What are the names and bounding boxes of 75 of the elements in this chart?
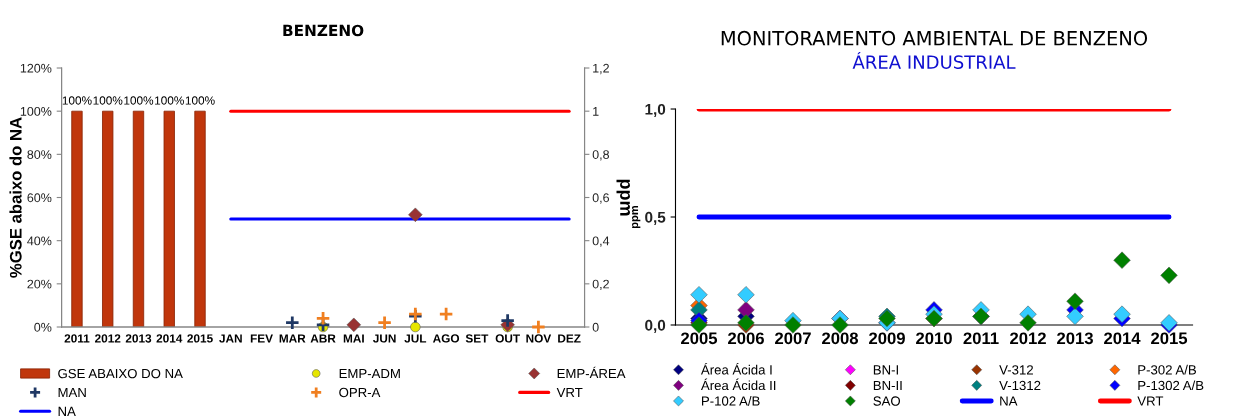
x-tick-label: NOV (526, 334, 552, 343)
y-tick-label: 0,5 (645, 211, 666, 225)
legend-label: VRT (556, 387, 583, 397)
legend-label: BN-I (873, 365, 898, 375)
x-tick-label: 2006 (728, 332, 764, 345)
legend-label: P-102 A/B (702, 396, 760, 406)
x-tick-label: 2014 (156, 334, 183, 343)
y2-tick-label: 0,6 (592, 193, 610, 204)
y2-tick-label: 0 (592, 322, 599, 332)
y-tick-label: 120% (20, 63, 52, 73)
data-label: 100% (124, 96, 154, 105)
x-tick-label: AGO (432, 334, 460, 343)
y-tick-label: 40% (27, 236, 52, 246)
x-tick-label: DEZ (558, 334, 581, 343)
legend-label: Área Ácida II (700, 378, 776, 391)
y-tick-label: 80% (27, 150, 52, 159)
y-tick-label: 1,0 (645, 103, 666, 117)
x-tick-label: 2011 (963, 332, 999, 345)
chart-title: MONITORAMENTO AMBIENTAL DE BENZENO (721, 30, 1148, 46)
y2-tick-label: 1,2 (593, 63, 609, 75)
y-tick-label: 0,0 (645, 319, 666, 333)
x-tick-label: OUT (495, 334, 520, 343)
x-tick-label: 2012 (1010, 332, 1046, 345)
legend-label: GSE ABAIXO DO NA (58, 368, 183, 379)
x-tick-label: 2010 (916, 332, 952, 345)
data-label: 100% (93, 96, 123, 105)
legend-label: NA (1000, 396, 1018, 406)
y-tick-label: 100% (20, 106, 52, 116)
x-tick-label: 2015 (187, 334, 213, 343)
x-tick-label: ABR (310, 334, 336, 343)
x-tick-label: 2011 (64, 334, 90, 343)
y-tick-label: 0% (34, 322, 52, 332)
x-tick-label: 2015 (1151, 332, 1188, 345)
legend-label: EMP-ÁREA (557, 366, 626, 379)
x-tick-label: MAI (343, 334, 364, 343)
x-tick-label: 2013 (1057, 332, 1093, 345)
x-tick-label: 2013 (125, 334, 152, 343)
legend-label: VRT (1137, 396, 1164, 406)
legend-label: V-312 (999, 365, 1033, 375)
chart-title: BENZENO (283, 24, 364, 37)
chart-subtitle: ÁREA INDUSTRIAL (852, 51, 1016, 69)
legend-label: EMP-ADM (339, 369, 400, 379)
y2-tick-label: 0,4 (592, 236, 610, 247)
legend-label: V-1312 (999, 380, 1041, 391)
legend-label: OPR-A (339, 387, 381, 398)
x-tick-label: 2005 (681, 332, 718, 345)
x-tick-label: 2008 (822, 332, 859, 345)
data-label: 100% (62, 96, 92, 105)
legend-label: Área Ácida I (700, 362, 772, 375)
legend-label: BN-II (873, 380, 902, 390)
x-tick-label: 2014 (1104, 332, 1141, 345)
legend-label: MAN (58, 387, 86, 397)
y-tick-label: 20% (27, 279, 52, 289)
x-tick-label: 2012 (95, 334, 121, 343)
y-axis-title: %GSE abaixo do NA (9, 117, 22, 278)
y2-tick-label: 0,8 (592, 150, 610, 161)
x-tick-label: 2009 (869, 332, 905, 345)
legend-label: SAO (873, 396, 901, 406)
legend-label: NA (58, 406, 76, 416)
y-axis-title: ppm (632, 205, 641, 228)
x-tick-label: FEV (250, 334, 273, 343)
y-tick-label: 60% (27, 193, 52, 203)
x-tick-label: SET (465, 334, 489, 343)
legend-label: P-302 A/B (1138, 364, 1197, 375)
x-tick-label: MAR (279, 334, 306, 343)
data-label: 100% (185, 96, 215, 105)
x-tick-label: JUL (404, 334, 427, 343)
legend-label: P-1302 A/B (1138, 380, 1204, 391)
y2-tick-label: 0,2 (592, 279, 609, 290)
y2-tick-label: 1 (593, 107, 599, 116)
x-tick-label: 2007 (775, 332, 811, 345)
data-label: 100% (155, 96, 184, 105)
x-tick-label: JUN (372, 334, 396, 343)
x-tick-label: JAN (219, 334, 242, 343)
y2-axis-title: ppm (616, 179, 630, 216)
